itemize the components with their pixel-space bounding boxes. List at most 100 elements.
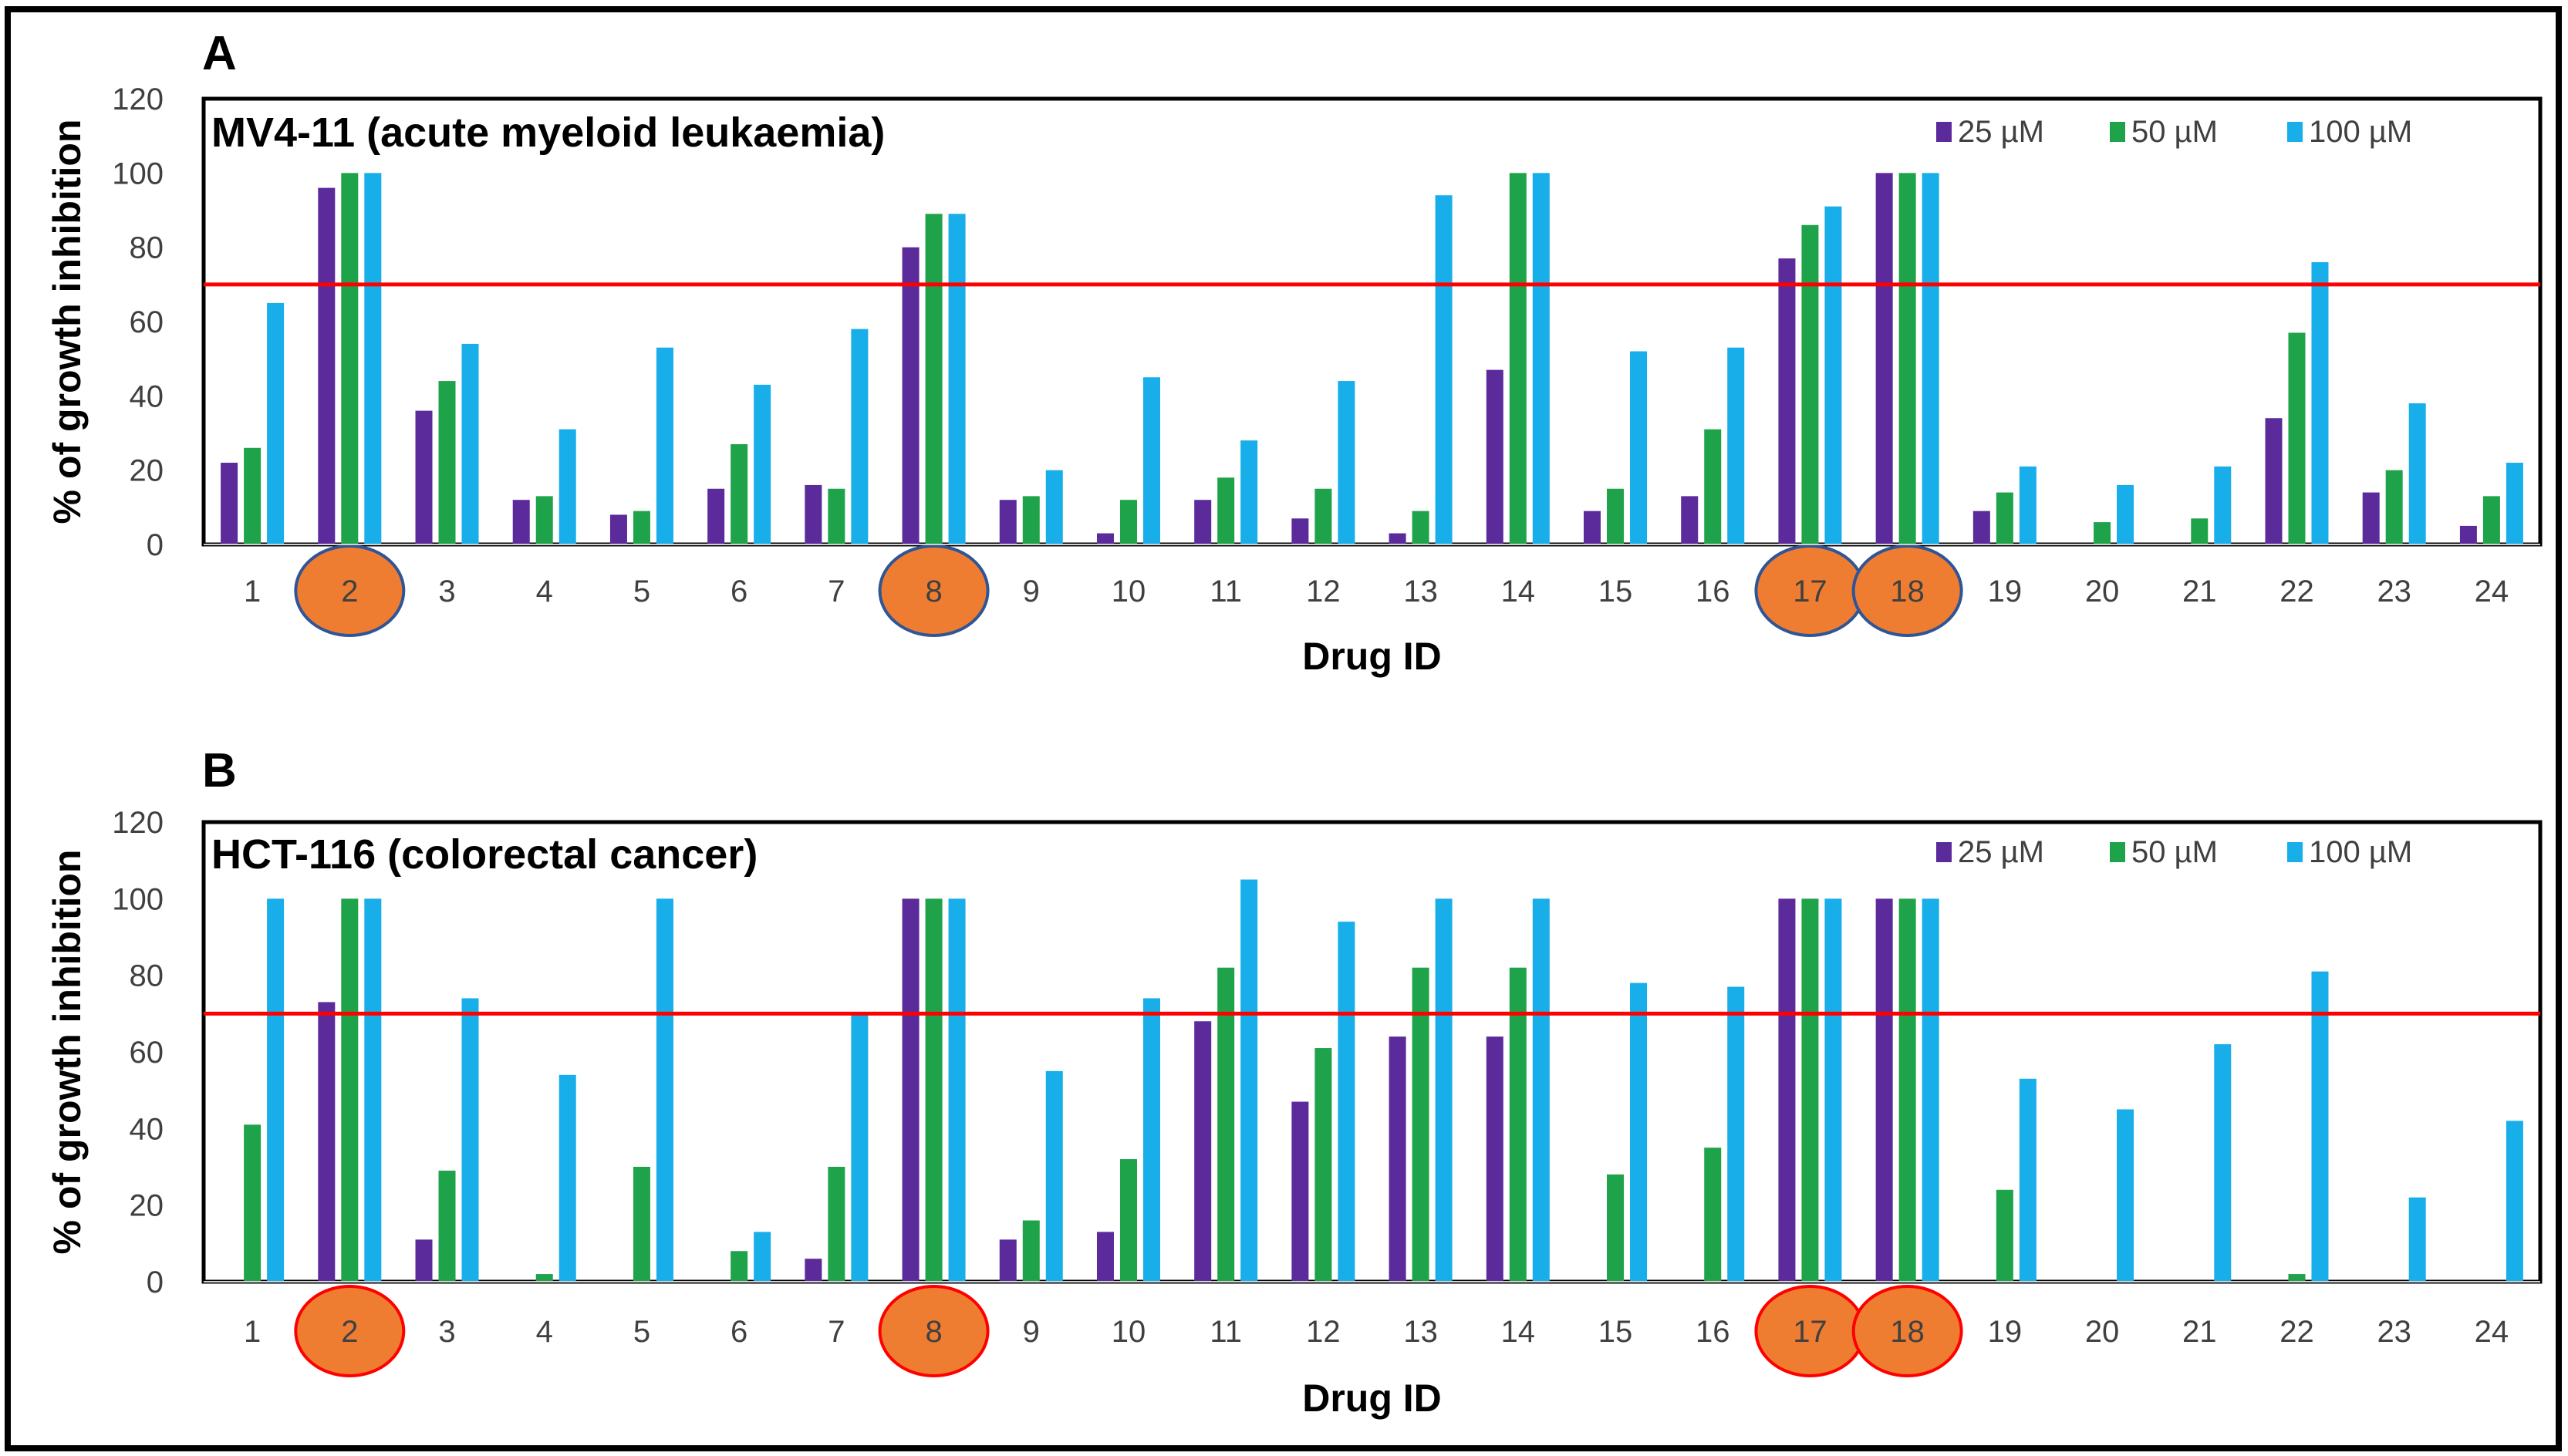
- bar-3-100M: [461, 343, 479, 544]
- bar-4-50M: [535, 1274, 553, 1282]
- bar-19-50M: [1996, 492, 2013, 544]
- x-tick-label: 24: [2475, 575, 2509, 608]
- bar-9-100M: [1045, 1070, 1063, 1282]
- bar-5-100M: [656, 898, 673, 1282]
- x-tick-label: 15: [1598, 1315, 1633, 1349]
- bar-10-50M: [1119, 1159, 1137, 1282]
- x-tick-label: 16: [1696, 1315, 1730, 1349]
- bar-9-25M: [999, 1239, 1017, 1282]
- bar-14-25M: [1486, 369, 1503, 544]
- legend-swatch: [2287, 122, 2303, 142]
- x-tick-label: 4: [536, 575, 553, 608]
- x-tick-label: 11: [1210, 575, 1242, 608]
- bar-2-50M: [341, 898, 359, 1282]
- bar-18-50M: [1898, 173, 1916, 545]
- bar-21-100M: [2214, 466, 2232, 544]
- x-tick-label: 20: [2085, 575, 2120, 608]
- legend-swatch: [2110, 122, 2125, 142]
- y-tick-label: 100: [112, 882, 164, 916]
- x-tick-label: 5: [633, 1315, 650, 1349]
- x-tick-label: 20: [2085, 1315, 2120, 1349]
- x-tick-label: 14: [1501, 1315, 1536, 1349]
- x-tick-label: 19: [1988, 575, 2023, 608]
- legend-swatch: [2110, 842, 2125, 862]
- bar-10-25M: [1096, 1232, 1114, 1282]
- x-tick-label: 12: [1306, 575, 1341, 608]
- y-tick-label: 100: [112, 157, 164, 190]
- x-axis-title: Drug ID: [1302, 1377, 1442, 1420]
- bar-9-50M: [1022, 1220, 1040, 1282]
- bar-18-100M: [1922, 898, 1939, 1282]
- bar-8-25M: [902, 898, 920, 1282]
- bar-6-100M: [754, 384, 771, 544]
- bar-15-100M: [1630, 982, 1648, 1282]
- x-tick-label: 9: [1023, 575, 1040, 608]
- bar-24-100M: [2506, 463, 2523, 544]
- bar-6-50M: [731, 1251, 748, 1282]
- bar-11-50M: [1217, 477, 1235, 544]
- bar-14-50M: [1509, 173, 1527, 545]
- bar-5-50M: [633, 1167, 650, 1282]
- bar-24-50M: [2482, 496, 2500, 544]
- bar-8-50M: [925, 214, 943, 544]
- bar-11-100M: [1240, 879, 1258, 1282]
- bar-12-25M: [1291, 1101, 1309, 1282]
- bar-1-50M: [244, 1124, 262, 1282]
- bar-18-25M: [1875, 173, 1893, 545]
- y-tick-label: 0: [147, 1266, 164, 1299]
- legend-label: 25 µM: [1958, 835, 2044, 869]
- bar-16-25M: [1681, 496, 1699, 544]
- bar-3-50M: [438, 1170, 456, 1282]
- x-tick-label: 23: [2377, 1315, 2411, 1349]
- bar-23-100M: [2408, 403, 2426, 544]
- panel-b: B HCT-116 (colorectal cancer) 0 20 40 60 80 100…: [46, 744, 2543, 1420]
- y-tick-label: 120: [112, 806, 164, 840]
- bar-4-25M: [512, 500, 530, 544]
- highlight-circle: [294, 1285, 406, 1377]
- bar-4-50M: [535, 496, 553, 544]
- x-tick-label: 13: [1403, 575, 1438, 608]
- bar-8-50M: [925, 898, 943, 1282]
- figure-border: [5, 6, 2562, 1451]
- bar-6-25M: [707, 488, 725, 544]
- x-tick-label: 16: [1696, 575, 1730, 608]
- bar-13-25M: [1389, 533, 1406, 544]
- y-tick-label: 40: [130, 379, 164, 413]
- x-tick-label: 1: [244, 575, 261, 608]
- y-tick-label: 0: [147, 528, 164, 562]
- bar-13-100M: [1435, 195, 1453, 544]
- x-tick-label: 5: [633, 575, 650, 608]
- bar-11-25M: [1194, 1021, 1212, 1282]
- bar-5-50M: [633, 511, 650, 544]
- bar-8-100M: [948, 898, 966, 1282]
- bar-12-25M: [1291, 518, 1309, 544]
- bar-10-100M: [1142, 998, 1160, 1282]
- bar-13-100M: [1435, 898, 1453, 1282]
- x-tick-label: 6: [731, 1315, 747, 1349]
- x-tick-label: 2: [341, 575, 358, 608]
- x-tick-label: 8: [925, 575, 942, 608]
- bar-20-100M: [2117, 484, 2134, 544]
- bar-22-100M: [2311, 971, 2329, 1282]
- y-axis-title: % of growth inhibition: [46, 850, 89, 1255]
- legend-swatch: [2287, 842, 2303, 862]
- bar-22-25M: [2265, 418, 2283, 544]
- bar-21-50M: [2191, 518, 2209, 544]
- x-tick-label: 13: [1403, 1315, 1438, 1349]
- bar-7-100M: [851, 1013, 869, 1282]
- x-tick-label: 17: [1793, 575, 1827, 608]
- bar-16-100M: [1727, 986, 1745, 1282]
- bar-2-50M: [341, 173, 359, 545]
- bar-1-50M: [244, 447, 262, 544]
- y-tick-label: 60: [130, 305, 164, 339]
- x-tick-label: 18: [1890, 1315, 1925, 1349]
- y-tick-label: 20: [130, 1189, 164, 1223]
- bar-7-50M: [828, 488, 845, 544]
- x-tick-label: 14: [1501, 575, 1536, 608]
- bar-23-100M: [2408, 1197, 2426, 1282]
- chart-title: MV4-11 (acute myeloid leukaemia): [211, 110, 885, 156]
- bar-17-50M: [1801, 898, 1819, 1282]
- bar-9-100M: [1045, 470, 1063, 544]
- bar-24-100M: [2506, 1121, 2523, 1282]
- bar-22-50M: [2288, 1274, 2306, 1282]
